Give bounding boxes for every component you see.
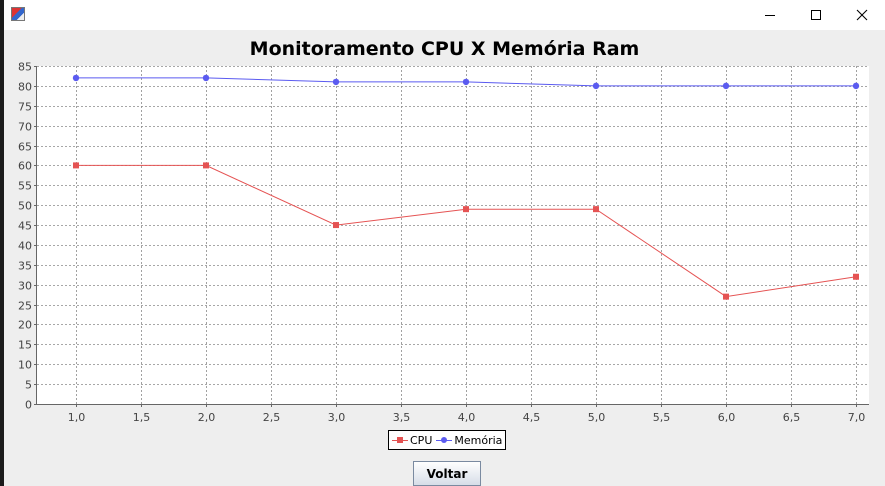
y-tick-label: 85 [18, 61, 32, 74]
chart-legend: CPU Memória [388, 430, 507, 450]
close-button[interactable] [839, 0, 885, 30]
x-tick-label: 2,0 [198, 411, 216, 424]
data-point-cpu [203, 162, 209, 169]
legend-label-memoria: Memória [454, 433, 503, 447]
plot-area [37, 66, 869, 404]
data-point-cpu [73, 162, 79, 169]
x-tick-label: 5,0 [588, 411, 606, 424]
data-point-cpu [723, 293, 729, 300]
y-tick-label: 50 [18, 200, 32, 213]
title-bar [4, 0, 885, 30]
x-tick-label: 1,5 [133, 411, 151, 424]
data-point-memoria [332, 78, 340, 86]
data-point-memoria [72, 74, 80, 82]
maximize-icon [811, 10, 821, 20]
x-tick-label: 3,5 [393, 411, 411, 424]
data-point-cpu [593, 206, 599, 213]
minimize-button[interactable] [747, 0, 793, 30]
minimize-icon [765, 15, 775, 16]
x-tick-label: 4,0 [458, 411, 476, 424]
close-icon [856, 9, 868, 21]
y-tick-label: 10 [18, 359, 32, 372]
data-point-cpu [333, 222, 339, 229]
y-tick-label: 80 [18, 81, 32, 94]
y-tick-label: 0 [25, 399, 32, 412]
legend-symbol-memoria [436, 435, 453, 445]
y-tick-label: 20 [18, 319, 32, 332]
data-point-memoria [592, 82, 600, 90]
chart-title: Monitoramento CPU X Memória Ram [249, 38, 640, 60]
y-tick-label: 5 [25, 379, 32, 392]
data-point-memoria [202, 74, 210, 82]
y-tick-label: 65 [18, 141, 32, 154]
data-point-cpu [463, 206, 469, 213]
x-tick-label: 7,0 [848, 411, 866, 424]
y-tick-label: 55 [18, 180, 32, 193]
y-tick-label: 25 [18, 300, 32, 313]
data-point-memoria [462, 78, 470, 86]
chart-panel: Monitoramento CPU X Memória Ram 0 5 10 15 20… [4, 30, 885, 486]
x-tick-label: 5,5 [653, 411, 671, 424]
y-tick-label: 40 [18, 240, 32, 253]
y-tick-label: 15 [18, 339, 32, 352]
legend-symbol-cpu [392, 435, 408, 445]
legend-label-cpu: CPU [410, 433, 433, 447]
y-tick-label: 75 [18, 101, 32, 114]
y-tick-label: 45 [18, 220, 32, 233]
app-window: Monitoramento CPU X Memória Ram 0 5 10 15 20… [4, 0, 885, 486]
y-tick-label: 35 [18, 260, 32, 273]
legend-item-memoria: Memória [436, 434, 502, 447]
voltar-button[interactable]: Voltar [413, 461, 481, 486]
legend-item-cpu: CPU [392, 434, 432, 447]
x-tick-label: 6,0 [718, 411, 736, 424]
data-point-cpu [853, 273, 859, 280]
y-tick-label: 70 [18, 121, 32, 134]
x-tick-label: 6,5 [783, 411, 801, 424]
x-tick-label: 1,0 [68, 411, 86, 424]
x-tick-label: 3,0 [328, 411, 346, 424]
line-chart: 0 5 10 15 20 25 30 35 40 45 50 55 60 65 70 75 80 85 1,0 1,5… [18, 61, 869, 424]
data-point-memoria [722, 82, 730, 90]
maximize-button[interactable] [793, 0, 839, 30]
x-tick-label: 4,5 [523, 411, 541, 424]
data-point-memoria [852, 82, 860, 90]
java-app-icon [11, 7, 25, 21]
y-tick-label: 30 [18, 280, 32, 293]
x-tick-label: 2,5 [263, 411, 281, 424]
y-tick-label: 60 [18, 160, 32, 173]
